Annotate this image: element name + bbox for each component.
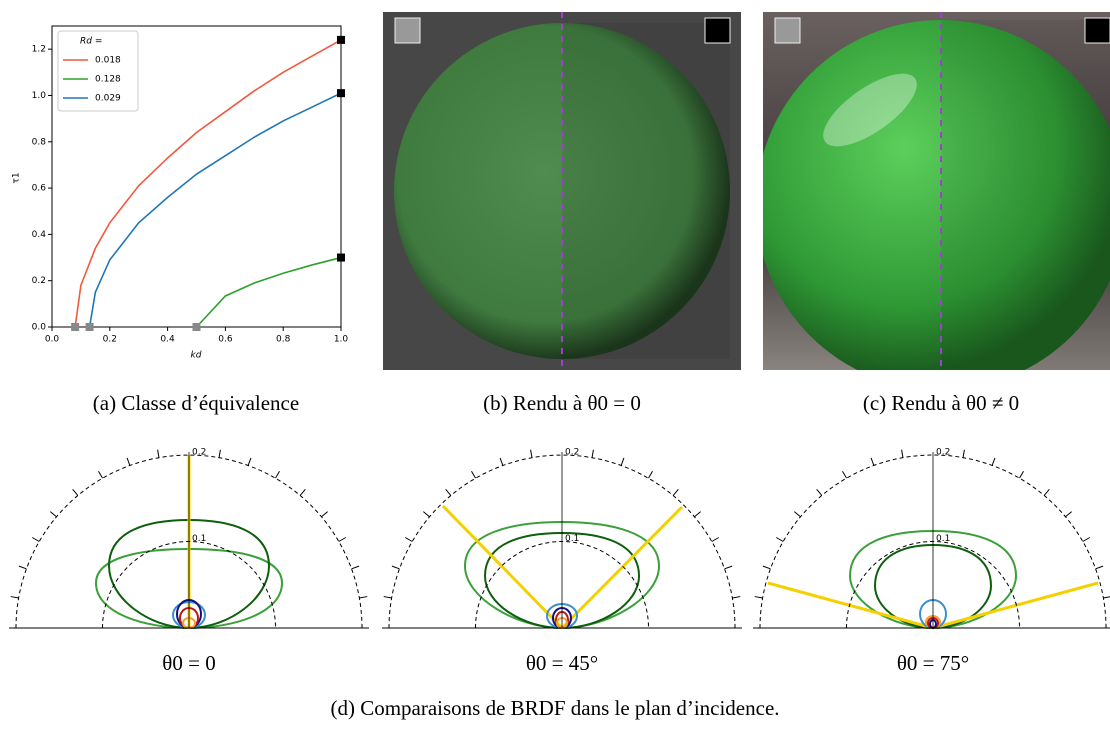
polar-angle-tick — [126, 457, 131, 466]
polar-angle-tick — [218, 449, 221, 458]
y-tick-label: 0.0 — [32, 323, 47, 333]
polar-angle-tick — [816, 489, 823, 496]
polar-plot: 0.1 0.2 θ0 = 45° — [382, 448, 742, 675]
endpoint-marker — [85, 323, 94, 331]
endpoint-marker — [71, 323, 80, 331]
x-tick-label: 0.4 — [160, 335, 175, 345]
polar-angle-tick — [72, 489, 79, 496]
y-tick-label: 1.2 — [32, 45, 46, 55]
polar-angle-tick — [404, 537, 413, 542]
legend: Rd = — [57, 30, 139, 112]
line — [195, 256, 342, 328]
polar-angle-tick — [50, 511, 57, 518]
polar-tick-label: 0.1 — [936, 534, 950, 544]
polar-angle-tick — [338, 537, 347, 542]
endpoint-marker — [337, 89, 345, 98]
polar-angle-tick — [648, 470, 653, 479]
legend-label: 0.029 — [95, 94, 121, 104]
polar-angle-tick — [672, 489, 679, 496]
polar-angle-tick — [275, 470, 280, 479]
polar-angle-tick — [1043, 489, 1050, 496]
polar-angle-tick — [1103, 596, 1110, 599]
polar-angle-tick — [591, 449, 594, 458]
polar-caption: θ0 = 0 — [162, 651, 215, 675]
polar-angle-tick — [351, 565, 360, 570]
render-b — [383, 12, 741, 370]
polar-angle-tick — [962, 449, 965, 458]
polar-plot: 0.1 0.2 θ0 = 0 — [9, 448, 369, 675]
polar-angle-tick — [694, 511, 701, 518]
legend-title: Rd = — [80, 37, 102, 47]
polar-angle-tick — [842, 470, 847, 479]
polar-angle-tick — [870, 457, 875, 466]
y-axis-label: τ1 — [12, 172, 22, 183]
polar-grid-circle — [475, 541, 649, 629]
polar-angle-tick — [98, 470, 103, 479]
legend-label: 0.018 — [95, 56, 121, 66]
polar-tick-label: 0.2 — [936, 448, 950, 458]
polar-angle-tick — [383, 596, 392, 599]
polar-tick-label: 0.1 — [565, 534, 579, 544]
polar-angle-tick — [1019, 470, 1024, 479]
polar-angle-tick — [775, 537, 784, 542]
endpoint-marker — [192, 323, 201, 331]
polar-angle-tick — [1082, 537, 1091, 542]
polar-angle-tick — [499, 457, 504, 466]
polar-tick-label: 0.1 — [192, 534, 206, 544]
x-tick-label: 0.6 — [218, 335, 233, 345]
x-tick-label: 0.2 — [103, 335, 117, 345]
polar-grid-circle — [102, 541, 276, 629]
caption: (c) Rendu à θ0 ≠ 0 — [863, 391, 1019, 415]
polar-angle-tick — [247, 457, 252, 466]
x-tick-label: 0.0 — [45, 335, 60, 345]
figure-caption: (d) Comparaisons de BRDF dans le plan d’… — [330, 696, 779, 720]
polar-angle-tick — [901, 449, 904, 458]
polar-plot: 0.1 0.2 θ0 = 75° — [753, 448, 1110, 675]
polar-angle-tick — [10, 596, 19, 599]
x-axis-label: kd — [191, 351, 202, 361]
polar-angle-tick — [794, 511, 801, 518]
polar-angle-tick — [299, 489, 306, 496]
polar-angle-tick — [423, 511, 430, 518]
polar-angle-tick — [724, 565, 733, 570]
polar-angle-tick — [1065, 511, 1072, 518]
y-tick-label: 0.6 — [32, 184, 47, 194]
polar-angle-tick — [762, 565, 771, 570]
polar-angle-tick — [991, 457, 996, 466]
caption: (b) Rendu à θ0 = 0 — [483, 391, 641, 415]
polar-tick-label: 0.2 — [192, 448, 206, 458]
polar-angle-tick — [391, 565, 400, 570]
y-tick-label: 1.0 — [32, 91, 47, 101]
polar-angle-tick — [321, 511, 328, 518]
polar-angle-tick — [445, 489, 452, 496]
polar-caption: θ0 = 45° — [526, 651, 598, 675]
line — [74, 39, 342, 328]
polar-angle-tick — [18, 565, 27, 570]
y-tick-label: 0.4 — [32, 230, 47, 240]
polar-angle-tick — [31, 537, 40, 542]
legend-label: 0.128 — [95, 75, 121, 85]
polar-angle-tick — [359, 596, 368, 599]
polar-caption: θ0 = 75° — [897, 651, 969, 675]
endpoint-marker — [337, 35, 345, 44]
x-tick-label: 1.0 — [334, 335, 349, 345]
y-tick-label: 0.2 — [32, 276, 46, 286]
polar-angle-tick — [754, 596, 763, 599]
polar-angle-tick — [732, 596, 741, 599]
polar-angle-tick — [530, 449, 533, 458]
y-tick-label: 0.8 — [32, 137, 47, 147]
polar-angle-tick — [1095, 565, 1104, 570]
polar-grid-circle — [846, 541, 1020, 629]
line — [88, 92, 342, 328]
x-tick-label: 0.8 — [276, 335, 291, 345]
polar-angle-tick — [620, 457, 625, 466]
endpoint-marker — [337, 253, 345, 262]
caption: (a) Classe d’équivalence — [93, 391, 299, 415]
polar-angle-tick — [471, 470, 476, 479]
render-c — [763, 12, 1110, 370]
polar-angle-tick — [711, 537, 720, 542]
polar-angle-tick — [157, 449, 160, 458]
polar-tick-label: 0.2 — [565, 448, 579, 458]
